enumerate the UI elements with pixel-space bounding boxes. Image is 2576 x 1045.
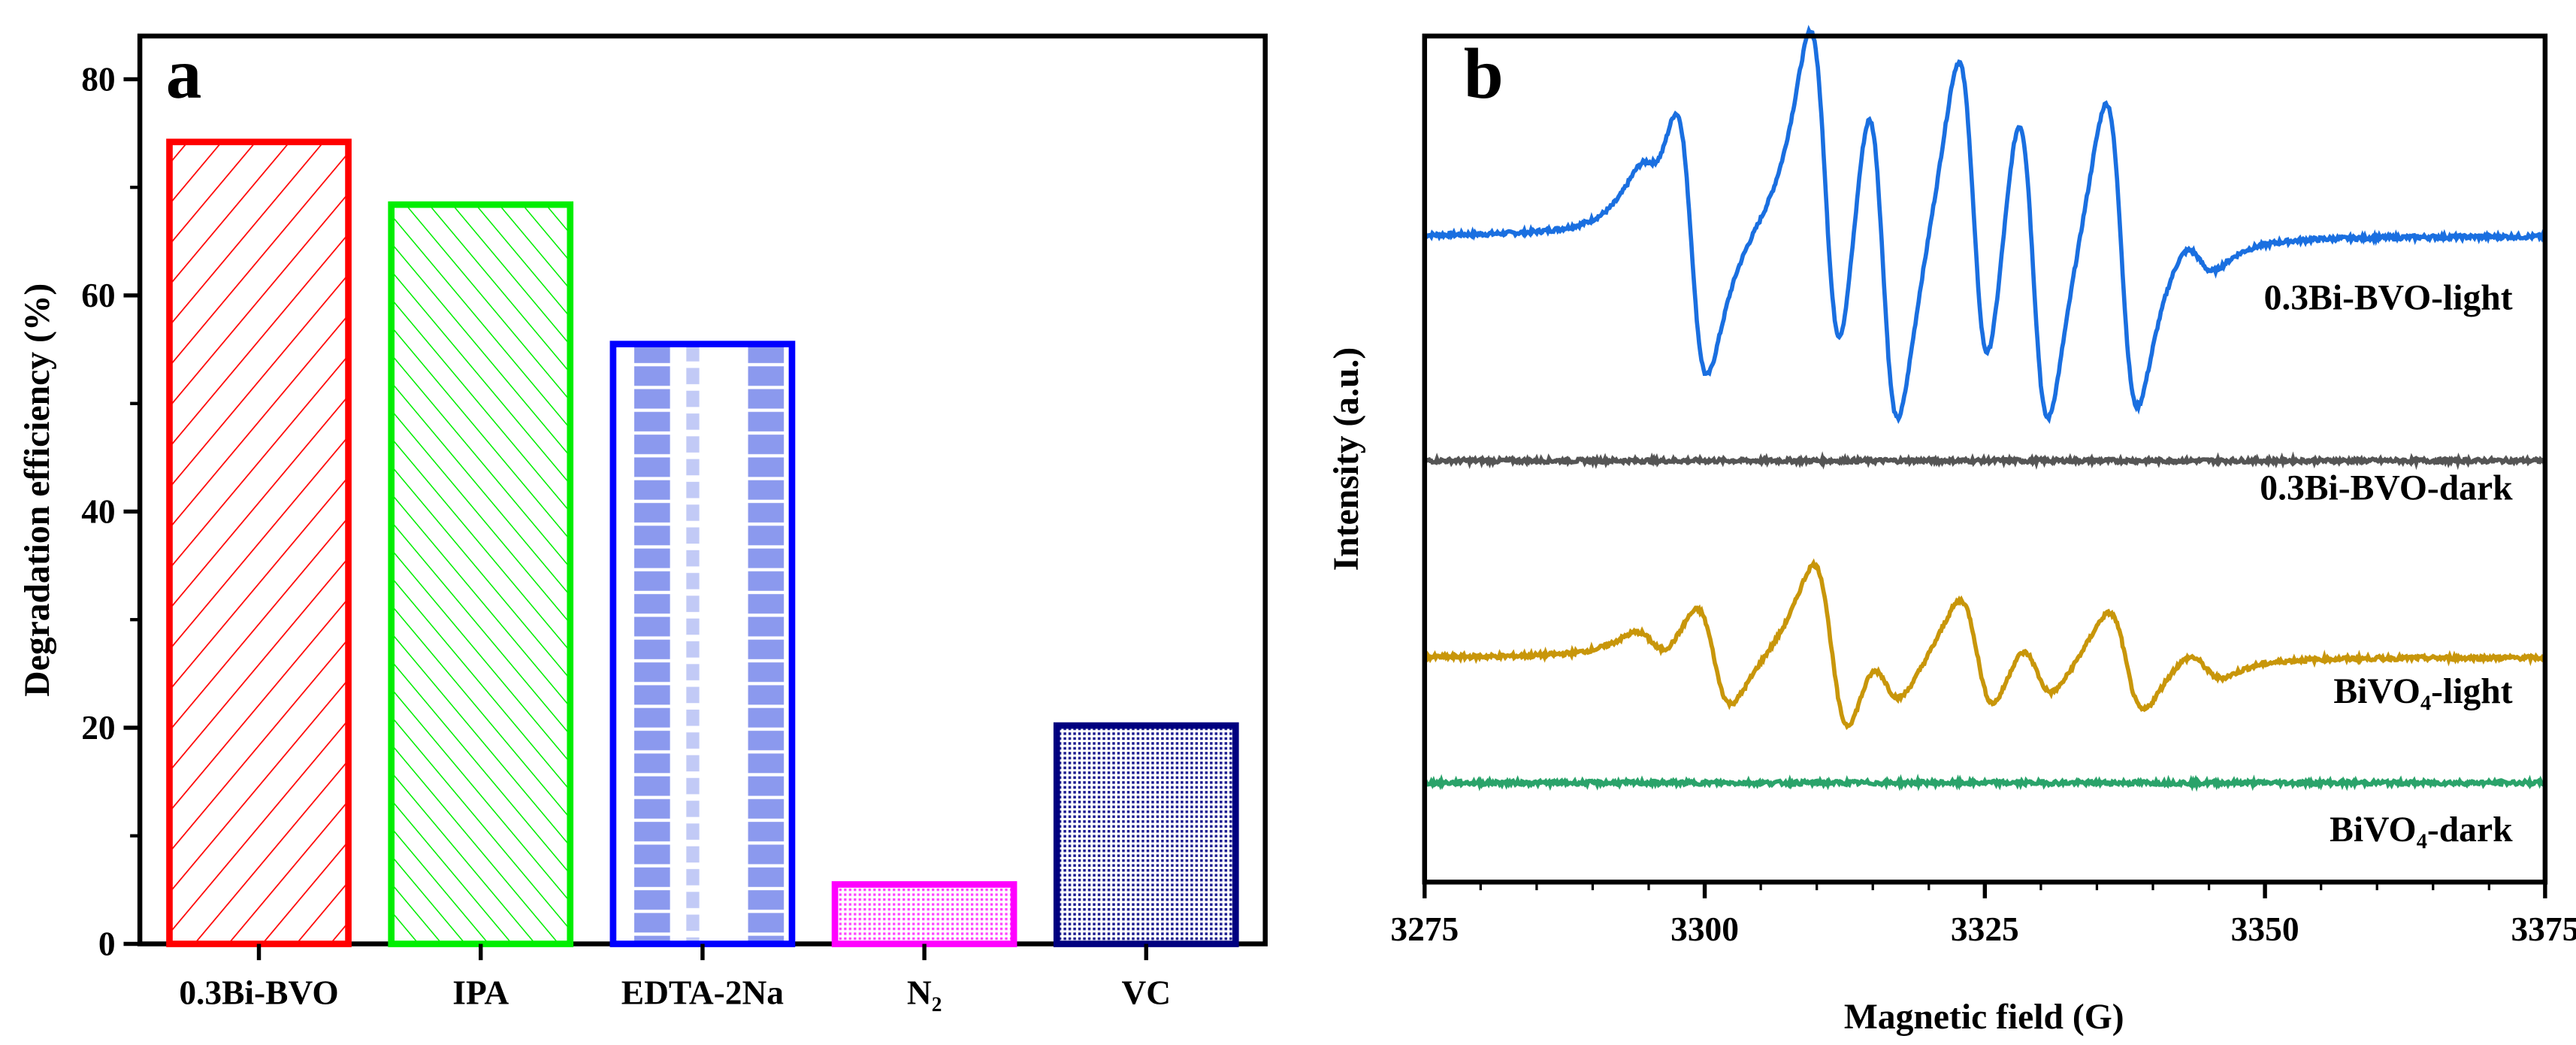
x-tick-label: VC [1121, 974, 1171, 1012]
x-tick-label: EDTA-2Na [621, 974, 785, 1012]
x-tick-label: IPA [452, 974, 509, 1012]
bar-n- [831, 881, 1017, 947]
series-line-0 [1423, 24, 2547, 425]
bar-ipa [388, 201, 574, 947]
series-label: BiVO₄-dark [2330, 810, 2513, 850]
series-label: 0.3Bi-BVO-light [2264, 278, 2513, 317]
y-tick-label: 0 [98, 925, 116, 963]
y-tick-label: 80 [81, 61, 115, 98]
x-tick-label: 3375 [2511, 910, 2576, 948]
x-tick-label: 3300 [1670, 910, 1739, 948]
panel-label-a: a [166, 34, 202, 114]
bar-vc [1053, 722, 1239, 947]
x-tick-label: 3275 [1390, 910, 1459, 948]
y-axis-label: Intensity (a.u.) [1327, 347, 1366, 571]
bar-0-3bi-bvo [166, 138, 352, 947]
x-tick-label: N₂ [907, 974, 942, 1012]
panel-b-line-chart: 3275 3300 3325 3350 3375 0.3Bi-BVO-light 0.3B… [1327, 24, 2576, 1037]
panel-label-b: b [1464, 34, 1504, 114]
y-tick-label: 40 [81, 493, 115, 531]
series-label: 0.3Bi-BVO-dark [2260, 469, 2513, 508]
x-tick-label: 3350 [2231, 910, 2299, 948]
x-axis-label: Magnetic field (G) [1844, 998, 2124, 1037]
series-line-2 [1423, 558, 2546, 731]
x-tick-label: 0.3Bi-BVO [179, 974, 338, 1012]
series-label: BiVO₄-light [2333, 672, 2512, 711]
y-axis-label: Degradation efficiency (%) [18, 283, 57, 697]
x-tick-label: 3325 [1951, 910, 2019, 948]
series-line-3 [1423, 773, 2546, 792]
bar-edta-2na [609, 341, 796, 947]
y-tick-label: 20 [81, 709, 115, 747]
y-tick-label: 60 [81, 277, 115, 314]
series-line-1 [1423, 451, 2547, 471]
panel-a-bar-chart: 0 20 40 60 80 0.3Bi-BVO IPA EDTA-2Na N₂ VC a Deg… [18, 33, 1268, 1012]
